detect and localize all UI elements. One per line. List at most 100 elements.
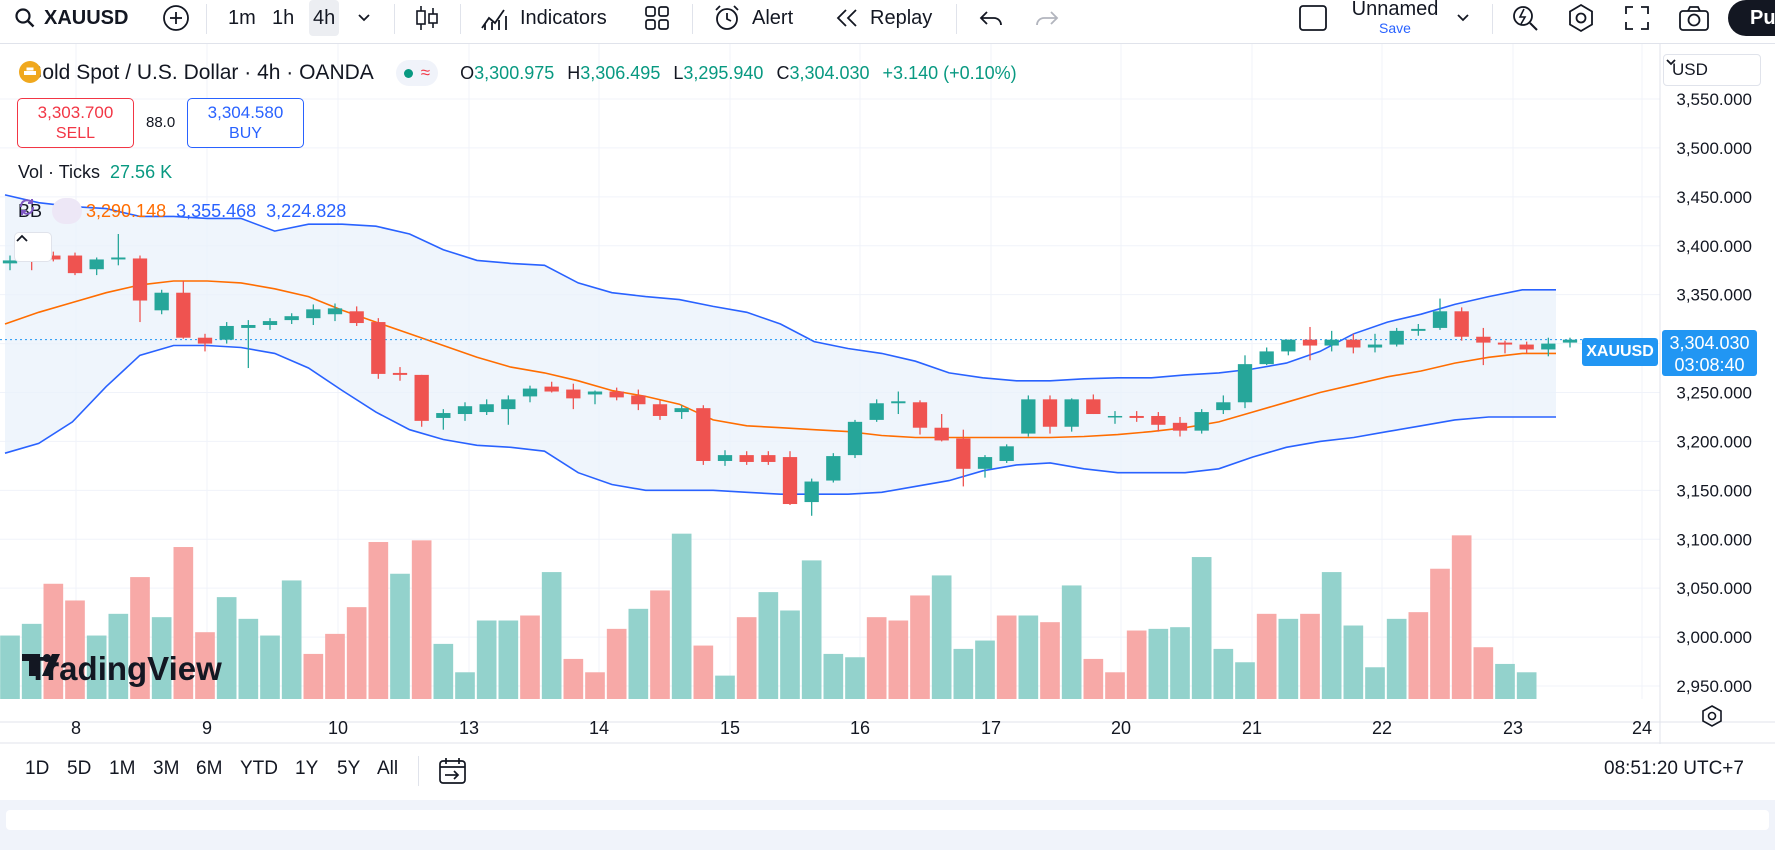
buy-button[interactable]: 3,304.580 BUY: [187, 98, 304, 148]
quick-search-button[interactable]: [1510, 0, 1540, 36]
volume-bar: [845, 657, 865, 699]
candle-body: [2, 260, 18, 264]
price-tick-label: 3,050.000: [1676, 579, 1752, 598]
time-tick-label: 16: [850, 718, 870, 738]
toolbar-divider: [460, 4, 461, 34]
volume-legend[interactable]: Vol · Ticks 27.56 K: [18, 162, 172, 183]
volume-bar: [1408, 612, 1429, 699]
volume-bar: [758, 592, 779, 699]
candle-body: [587, 391, 603, 395]
candle-body: [457, 406, 473, 415]
snapshot-button[interactable]: [1678, 0, 1710, 36]
volume-bar: [195, 632, 215, 699]
candle-body: [1497, 342, 1513, 345]
alarm-clock-icon: [715, 5, 739, 30]
range-5d[interactable]: 5D: [67, 758, 91, 780]
volume-bar: [953, 648, 974, 699]
bottom-toolbar: 1D 5D 1M 3M 6M YTD 1Y 5Y All 08:51:20 UT…: [0, 744, 1775, 800]
volume-bar: [1213, 648, 1234, 699]
spread-value: 88.0: [146, 114, 176, 131]
price-chart[interactable]: 3,550.000 3,500.000 3,450.000 3,400.000 3,35…: [0, 44, 1775, 744]
layout-dropdown[interactable]: [1455, 0, 1471, 36]
timezone-clock[interactable]: 08:51:20 UTC+7: [1604, 758, 1744, 779]
templates-button[interactable]: [644, 0, 670, 36]
chevron-down-icon: [1457, 14, 1469, 22]
candle-body: [1172, 422, 1188, 431]
collapse-legend-button[interactable]: [14, 232, 52, 262]
range-5y[interactable]: 5Y: [337, 758, 360, 780]
replay-button[interactable]: Replay: [834, 0, 932, 36]
time-tick-label: 8: [71, 718, 81, 738]
candle-body: [1519, 344, 1534, 350]
volume-bar: [1170, 627, 1190, 699]
symbol-title[interactable]: Gold Spot / U.S. Dollar · 4h · OANDA: [26, 61, 374, 84]
volume-bar: [1495, 663, 1515, 699]
timeframe-1h[interactable]: 1h: [272, 0, 294, 36]
range-6m[interactable]: 6M: [196, 758, 222, 780]
settings-button[interactable]: [1566, 0, 1596, 36]
timeframe-dropdown[interactable]: [356, 0, 372, 36]
chart-type-button[interactable]: [414, 0, 440, 36]
range-ytd[interactable]: YTD: [240, 758, 278, 780]
candle-body: [826, 456, 841, 481]
bb-legend[interactable]: BB 3,290.148 3,355.468 3,224.828: [18, 198, 346, 224]
range-3m[interactable]: 3M: [153, 758, 179, 780]
fullscreen-button[interactable]: [1624, 0, 1650, 36]
chevron-up-icon: [16, 234, 28, 242]
candle-body: [1064, 399, 1079, 427]
candle-body: [1541, 343, 1556, 350]
time-tick-label: 10: [328, 718, 348, 738]
range-all[interactable]: All: [377, 758, 398, 780]
range-1m[interactable]: 1M: [109, 758, 135, 780]
layout-button[interactable]: [1298, 0, 1328, 36]
go-to-date-button[interactable]: [438, 756, 468, 791]
volume-bar: [108, 613, 129, 699]
redo-button[interactable]: [1034, 0, 1060, 36]
timeframe-1m[interactable]: 1m: [228, 0, 256, 36]
candle-body: [999, 446, 1014, 461]
plus-circle-icon: [163, 5, 189, 31]
range-1d[interactable]: 1D: [25, 758, 49, 780]
ohlc-values: O3,300.975 H3,306.495 L3,295.940 C3,304.…: [460, 62, 1017, 83]
candle-body: [197, 337, 213, 344]
volume-bar: [1386, 618, 1407, 699]
symbol-search[interactable]: XAUUSD: [14, 0, 128, 36]
footer-panel: [0, 800, 1775, 850]
price-tick-label: 3,500.000: [1676, 139, 1752, 158]
alert-label: Alert: [752, 6, 794, 29]
indicators-button[interactable]: Indicators: [480, 0, 607, 36]
range-1y[interactable]: 1Y: [295, 758, 318, 780]
timeframe-label: 4h: [313, 6, 336, 29]
price-tick-label: 3,000.000: [1676, 628, 1752, 647]
save-link[interactable]: Save: [1379, 20, 1411, 36]
layout-name-group[interactable]: Unnamed Save: [1350, 0, 1440, 36]
candle-body: [804, 481, 819, 503]
volume-bar: [1235, 662, 1255, 699]
compare-button[interactable]: [162, 0, 190, 36]
sell-button[interactable]: 3,303.700 SELL: [17, 98, 134, 148]
chart-pane[interactable]: 3,550.000 3,500.000 3,450.000 3,400.000 3,35…: [0, 44, 1775, 744]
candle-body: [284, 316, 299, 321]
undo-button[interactable]: [978, 0, 1004, 36]
candle-body: [761, 455, 776, 462]
candle-body: [89, 259, 104, 270]
sell-price: 3,303.700: [37, 103, 114, 122]
time-tick-label: 17: [981, 718, 1001, 738]
alert-button[interactable]: Alert: [712, 0, 793, 36]
currency-select[interactable]: USD: [1663, 54, 1761, 86]
last-price-tag: XAUUSD 3,304.030 03:08:40: [1582, 330, 1757, 376]
price-tick-label: 3,200.000: [1676, 432, 1752, 451]
layout-name: Unnamed: [1351, 0, 1439, 20]
volume-bar: [1451, 535, 1472, 699]
refresh-icon[interactable]: [19, 198, 83, 224]
candle-body: [696, 408, 711, 461]
status-badge[interactable]: ≈: [395, 60, 439, 86]
candle-body: [306, 309, 321, 319]
volume-bar: [455, 672, 475, 699]
candle-body: [1237, 364, 1253, 403]
price-axis-background: [1660, 44, 1775, 744]
timeframe-4h[interactable]: 4h: [309, 0, 340, 36]
volume-bar: [1148, 628, 1169, 699]
candle-body: [1216, 402, 1231, 411]
publish-button[interactable]: Pu: [1728, 0, 1775, 36]
